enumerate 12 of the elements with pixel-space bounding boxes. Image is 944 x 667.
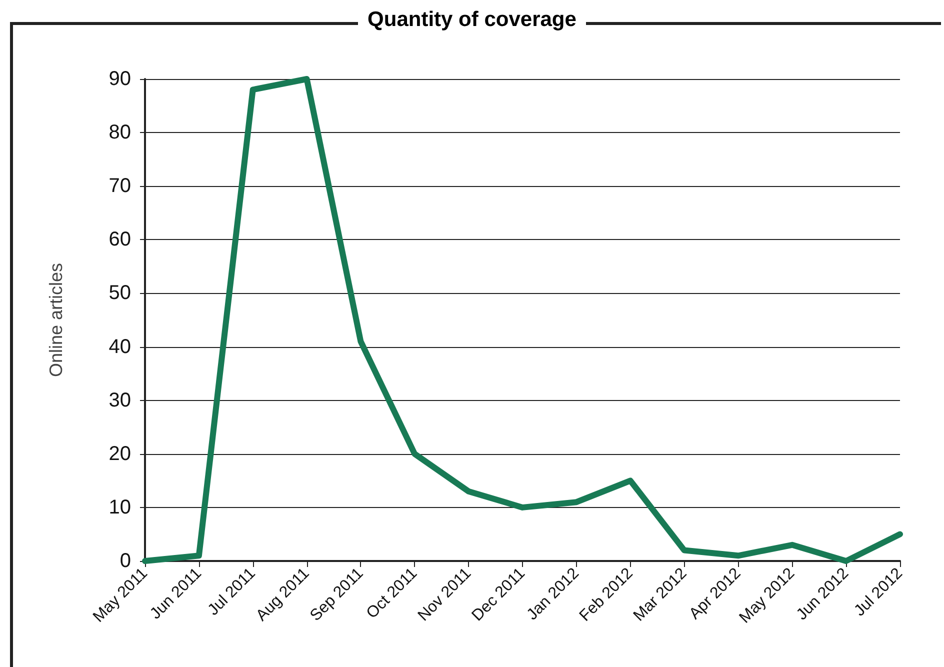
y-tick-label: 30 xyxy=(108,389,131,412)
y-tick-label: 80 xyxy=(108,122,131,144)
y-tick-label: 0 xyxy=(120,550,131,572)
y-tick-label: 90 xyxy=(108,68,131,90)
y-tick-label: 50 xyxy=(108,282,131,304)
y-tick-label: 70 xyxy=(108,175,131,198)
y-tick-label: 40 xyxy=(108,336,131,358)
y-tick-label: 20 xyxy=(108,442,131,465)
y-tick-label: 10 xyxy=(108,496,131,518)
y-axis-title: Online articles xyxy=(46,262,66,378)
chart-title: Quantity of coverage xyxy=(358,8,586,31)
y-tick-label: 60 xyxy=(108,228,131,251)
